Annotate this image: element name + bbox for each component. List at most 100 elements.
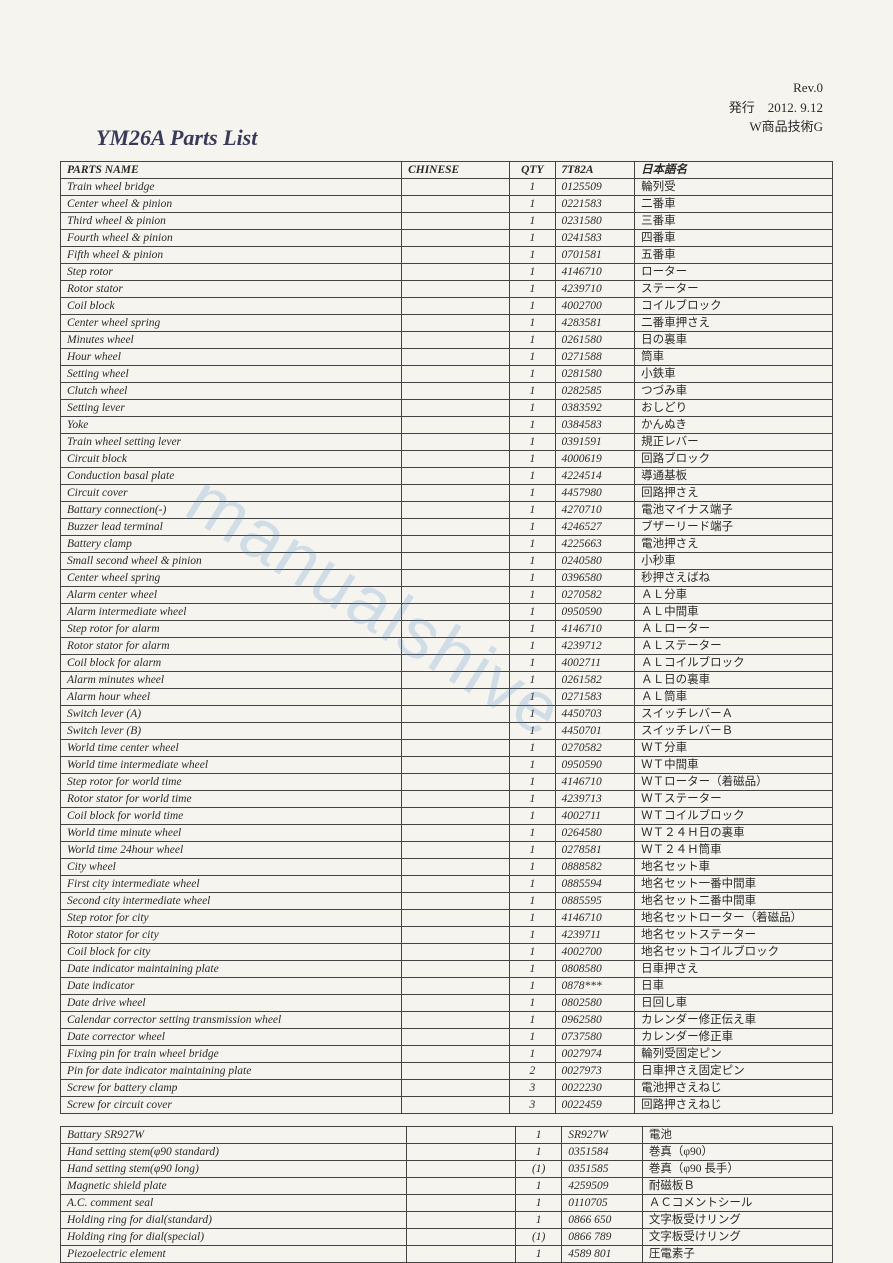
cell-qty: 1: [510, 876, 555, 893]
table-row: Coil block for alarm14002711ＡＬコイルブロック: [61, 655, 833, 672]
cell-code: 4002700: [555, 298, 635, 315]
cell-qty: 1: [510, 978, 555, 995]
table-row: Setting lever10383592おしどり: [61, 400, 833, 417]
cell-code: 0027973: [555, 1063, 635, 1080]
cell-name: First city intermediate wheel: [61, 876, 402, 893]
cell-chinese: [402, 604, 510, 621]
table-row: Fifth wheel & pinion10701581五番車: [61, 247, 833, 264]
cell-code: 0271588: [555, 349, 635, 366]
cell-name: Coil block for world time: [61, 808, 402, 825]
cell-qty: 1: [510, 893, 555, 910]
table-row: Center wheel spring10396580秒押さえばね: [61, 570, 833, 587]
cell-chinese: [402, 400, 510, 417]
table-row: Piezoelectric element14589 801圧電素子: [61, 1246, 833, 1263]
cell-code: 4225663: [555, 536, 635, 553]
cell-qty: 1: [510, 247, 555, 264]
cell-name: Small second wheel & pinion: [61, 553, 402, 570]
table-row: Second city intermediate wheel10885595地名…: [61, 893, 833, 910]
cell-code: 4146710: [555, 621, 635, 638]
cell-jp: 二番車押さえ: [635, 315, 833, 332]
cell-chinese: [402, 417, 510, 434]
table-row: Step rotor for alarm14146710ＡＬローター: [61, 621, 833, 638]
cell-name: Alarm intermediate wheel: [61, 604, 402, 621]
cell-chinese: [402, 876, 510, 893]
cell-jp: 導通基板: [635, 468, 833, 485]
cell-name: World time minute wheel: [61, 825, 402, 842]
cell-jp: 回路押さえねじ: [635, 1097, 833, 1114]
table-row: Circuit cover14457980回路押さえ: [61, 485, 833, 502]
cell-chinese: [402, 1097, 510, 1114]
cell-jp: ＡＬコイルブロック: [635, 655, 833, 672]
cell-jp: 電池押さえ: [635, 536, 833, 553]
cell-chinese: [402, 672, 510, 689]
cell-name: Calendar corrector setting transmission …: [61, 1012, 402, 1029]
table-row: Fixing pin for train wheel bridge1002797…: [61, 1046, 833, 1063]
cell-qty: 1: [510, 553, 555, 570]
cell-chinese: [406, 1229, 515, 1246]
cell-qty: 1: [510, 196, 555, 213]
cell-name: Minutes wheel: [61, 332, 402, 349]
table-row: Step rotor for world time14146710ＷＴローター（…: [61, 774, 833, 791]
cell-jp: ＡＬ日の裏車: [635, 672, 833, 689]
table-row: Alarm intermediate wheel10950590ＡＬ中間車: [61, 604, 833, 621]
cell-name: Fifth wheel & pinion: [61, 247, 402, 264]
cell-qty: 1: [510, 281, 555, 298]
cell-qty: 1: [510, 791, 555, 808]
cell-chinese: [402, 978, 510, 995]
cell-name: Step rotor: [61, 264, 402, 281]
cell-chinese: [402, 757, 510, 774]
table-row: Date drive wheel10802580日回し車: [61, 995, 833, 1012]
cell-jp: 三番車: [635, 213, 833, 230]
cell-jp: ＷＴ分車: [635, 740, 833, 757]
table-row: Coil block for world time14002711ＷＴコイルブロ…: [61, 808, 833, 825]
cell-jp: ＡＬ筒車: [635, 689, 833, 706]
cell-jp: ＡＬローター: [635, 621, 833, 638]
cell-name: Magnetic shield plate: [61, 1178, 407, 1195]
cell-code: 4000619: [555, 451, 635, 468]
cell-qty: 1: [510, 655, 555, 672]
cell-code: 0802580: [555, 995, 635, 1012]
cell-chinese: [402, 842, 510, 859]
cell-jp: 地名セットステーター: [635, 927, 833, 944]
cell-jp: カレンダー修正車: [635, 1029, 833, 1046]
cell-chinese: [406, 1127, 515, 1144]
cell-name: Battary SR927W: [61, 1127, 407, 1144]
cell-code: 0950590: [555, 757, 635, 774]
cell-chinese: [402, 910, 510, 927]
table-row: Date corrector wheel10737580カレンダー修正車: [61, 1029, 833, 1046]
cell-qty: (1): [516, 1161, 562, 1178]
table-row: Center wheel & pinion10221583二番車: [61, 196, 833, 213]
cell-name: Switch lever (B): [61, 723, 402, 740]
cell-jp: 地名セット一番中間車: [635, 876, 833, 893]
cell-chinese: [402, 349, 510, 366]
cell-code: 4270710: [555, 502, 635, 519]
cell-chinese: [402, 213, 510, 230]
cell-qty: 1: [510, 587, 555, 604]
cell-name: Rotor stator: [61, 281, 402, 298]
cell-name: Conduction basal plate: [61, 468, 402, 485]
table-row: Coil block14002700コイルブロック: [61, 298, 833, 315]
table-row: Coil block for city14002700地名セットコイルブロック: [61, 944, 833, 961]
cell-code: 0271583: [555, 689, 635, 706]
table-row: Holding ring for dial(standard)10866 650…: [61, 1212, 833, 1229]
cell-jp: コイルブロック: [635, 298, 833, 315]
table-row: Screw for circuit cover30022459回路押さえねじ: [61, 1097, 833, 1114]
table-row: Train wheel bridge10125509輪列受: [61, 179, 833, 196]
table-row: Calendar corrector setting transmission …: [61, 1012, 833, 1029]
cell-chinese: [402, 451, 510, 468]
cell-qty: 1: [510, 502, 555, 519]
cell-name: Circuit block: [61, 451, 402, 468]
cell-name: Piezoelectric element: [61, 1246, 407, 1263]
cell-qty: (1): [516, 1229, 562, 1246]
table-row: Circuit block14000619回路ブロック: [61, 451, 833, 468]
cell-code: SR927W: [562, 1127, 643, 1144]
cell-qty: 1: [510, 366, 555, 383]
cell-chinese: [402, 791, 510, 808]
cell-qty: 1: [510, 842, 555, 859]
parts-table-secondary: Battary SR927W1SR927W電池Hand setting stem…: [60, 1126, 833, 1263]
table-row: Screw for battery clamp30022230電池押さえねじ: [61, 1080, 833, 1097]
cell-name: World time 24hour wheel: [61, 842, 402, 859]
cell-name: Date indicator maintaining plate: [61, 961, 402, 978]
cell-qty: 1: [510, 1046, 555, 1063]
cell-jp: 五番車: [635, 247, 833, 264]
